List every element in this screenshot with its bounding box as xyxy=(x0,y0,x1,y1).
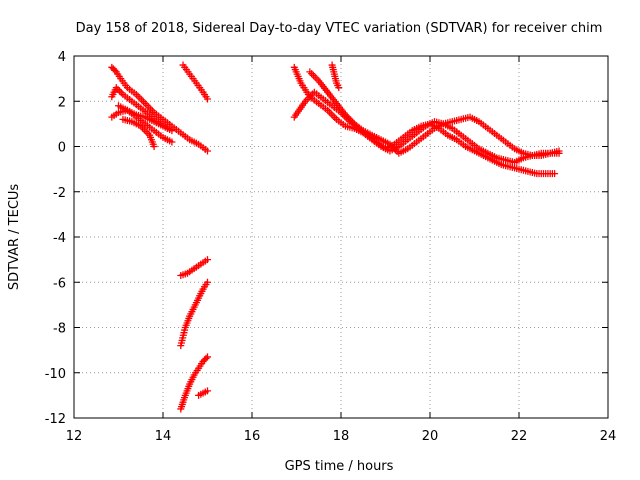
y-tick-label: -2 xyxy=(53,186,66,201)
data-point xyxy=(204,95,211,103)
chart-title: Day 158 of 2018, Sidereal Day-to-day VTE… xyxy=(76,21,603,36)
y-tick-label: -8 xyxy=(53,322,66,337)
x-tick-label: 18 xyxy=(333,429,350,444)
x-tick-label: 22 xyxy=(511,429,528,444)
data-point xyxy=(551,170,559,178)
y-tick-label: 2 xyxy=(58,95,66,110)
data-markers xyxy=(108,61,563,413)
data-point xyxy=(204,147,211,155)
y-tick-label: 4 xyxy=(58,50,66,65)
data-point xyxy=(117,89,125,97)
series-pass-n xyxy=(328,61,343,92)
series-pass-f xyxy=(179,61,211,103)
data-point xyxy=(555,149,563,157)
y-axis-label: SDTVAR / TECUs xyxy=(7,184,22,291)
data-point xyxy=(168,127,176,135)
data-point xyxy=(202,354,210,362)
data-point xyxy=(204,353,211,361)
x-tick-label: 12 xyxy=(66,429,83,444)
y-tick-label: -12 xyxy=(45,412,66,427)
series-pass-h xyxy=(177,278,211,350)
y-tick-label: 0 xyxy=(58,141,66,156)
data-point xyxy=(335,84,343,92)
data-point xyxy=(204,387,211,395)
grid-lines xyxy=(74,56,608,418)
data-point xyxy=(168,138,176,146)
x-tick-labels: 12 14 16 18 20 22 24 xyxy=(66,429,617,444)
y-tick-label: -4 xyxy=(53,231,66,246)
x-tick-label: 14 xyxy=(155,429,172,444)
series-pass-i xyxy=(177,353,211,413)
x-tick-label: 16 xyxy=(244,429,261,444)
data-point xyxy=(204,256,211,264)
data-point xyxy=(111,66,119,74)
series-pass-d xyxy=(115,102,176,146)
y-tick-labels: 4 2 0 -2 -4 -6 -8 -10 -12 xyxy=(45,50,66,427)
series-pass-g xyxy=(177,256,211,279)
data-point xyxy=(150,143,158,150)
series-pass-b xyxy=(108,84,171,132)
y-tick-label: -6 xyxy=(53,276,66,291)
data-point xyxy=(116,87,124,95)
x-tick-label: 20 xyxy=(422,429,439,444)
x-tick-label: 24 xyxy=(600,429,617,444)
axis-ticks xyxy=(73,55,609,419)
series-pass-e xyxy=(119,115,158,150)
data-point xyxy=(204,278,211,286)
series-pass-j xyxy=(195,387,211,399)
series-pass-m xyxy=(306,68,563,160)
x-axis-label: GPS time / hours xyxy=(285,459,394,474)
y-tick-label: -10 xyxy=(45,367,66,382)
